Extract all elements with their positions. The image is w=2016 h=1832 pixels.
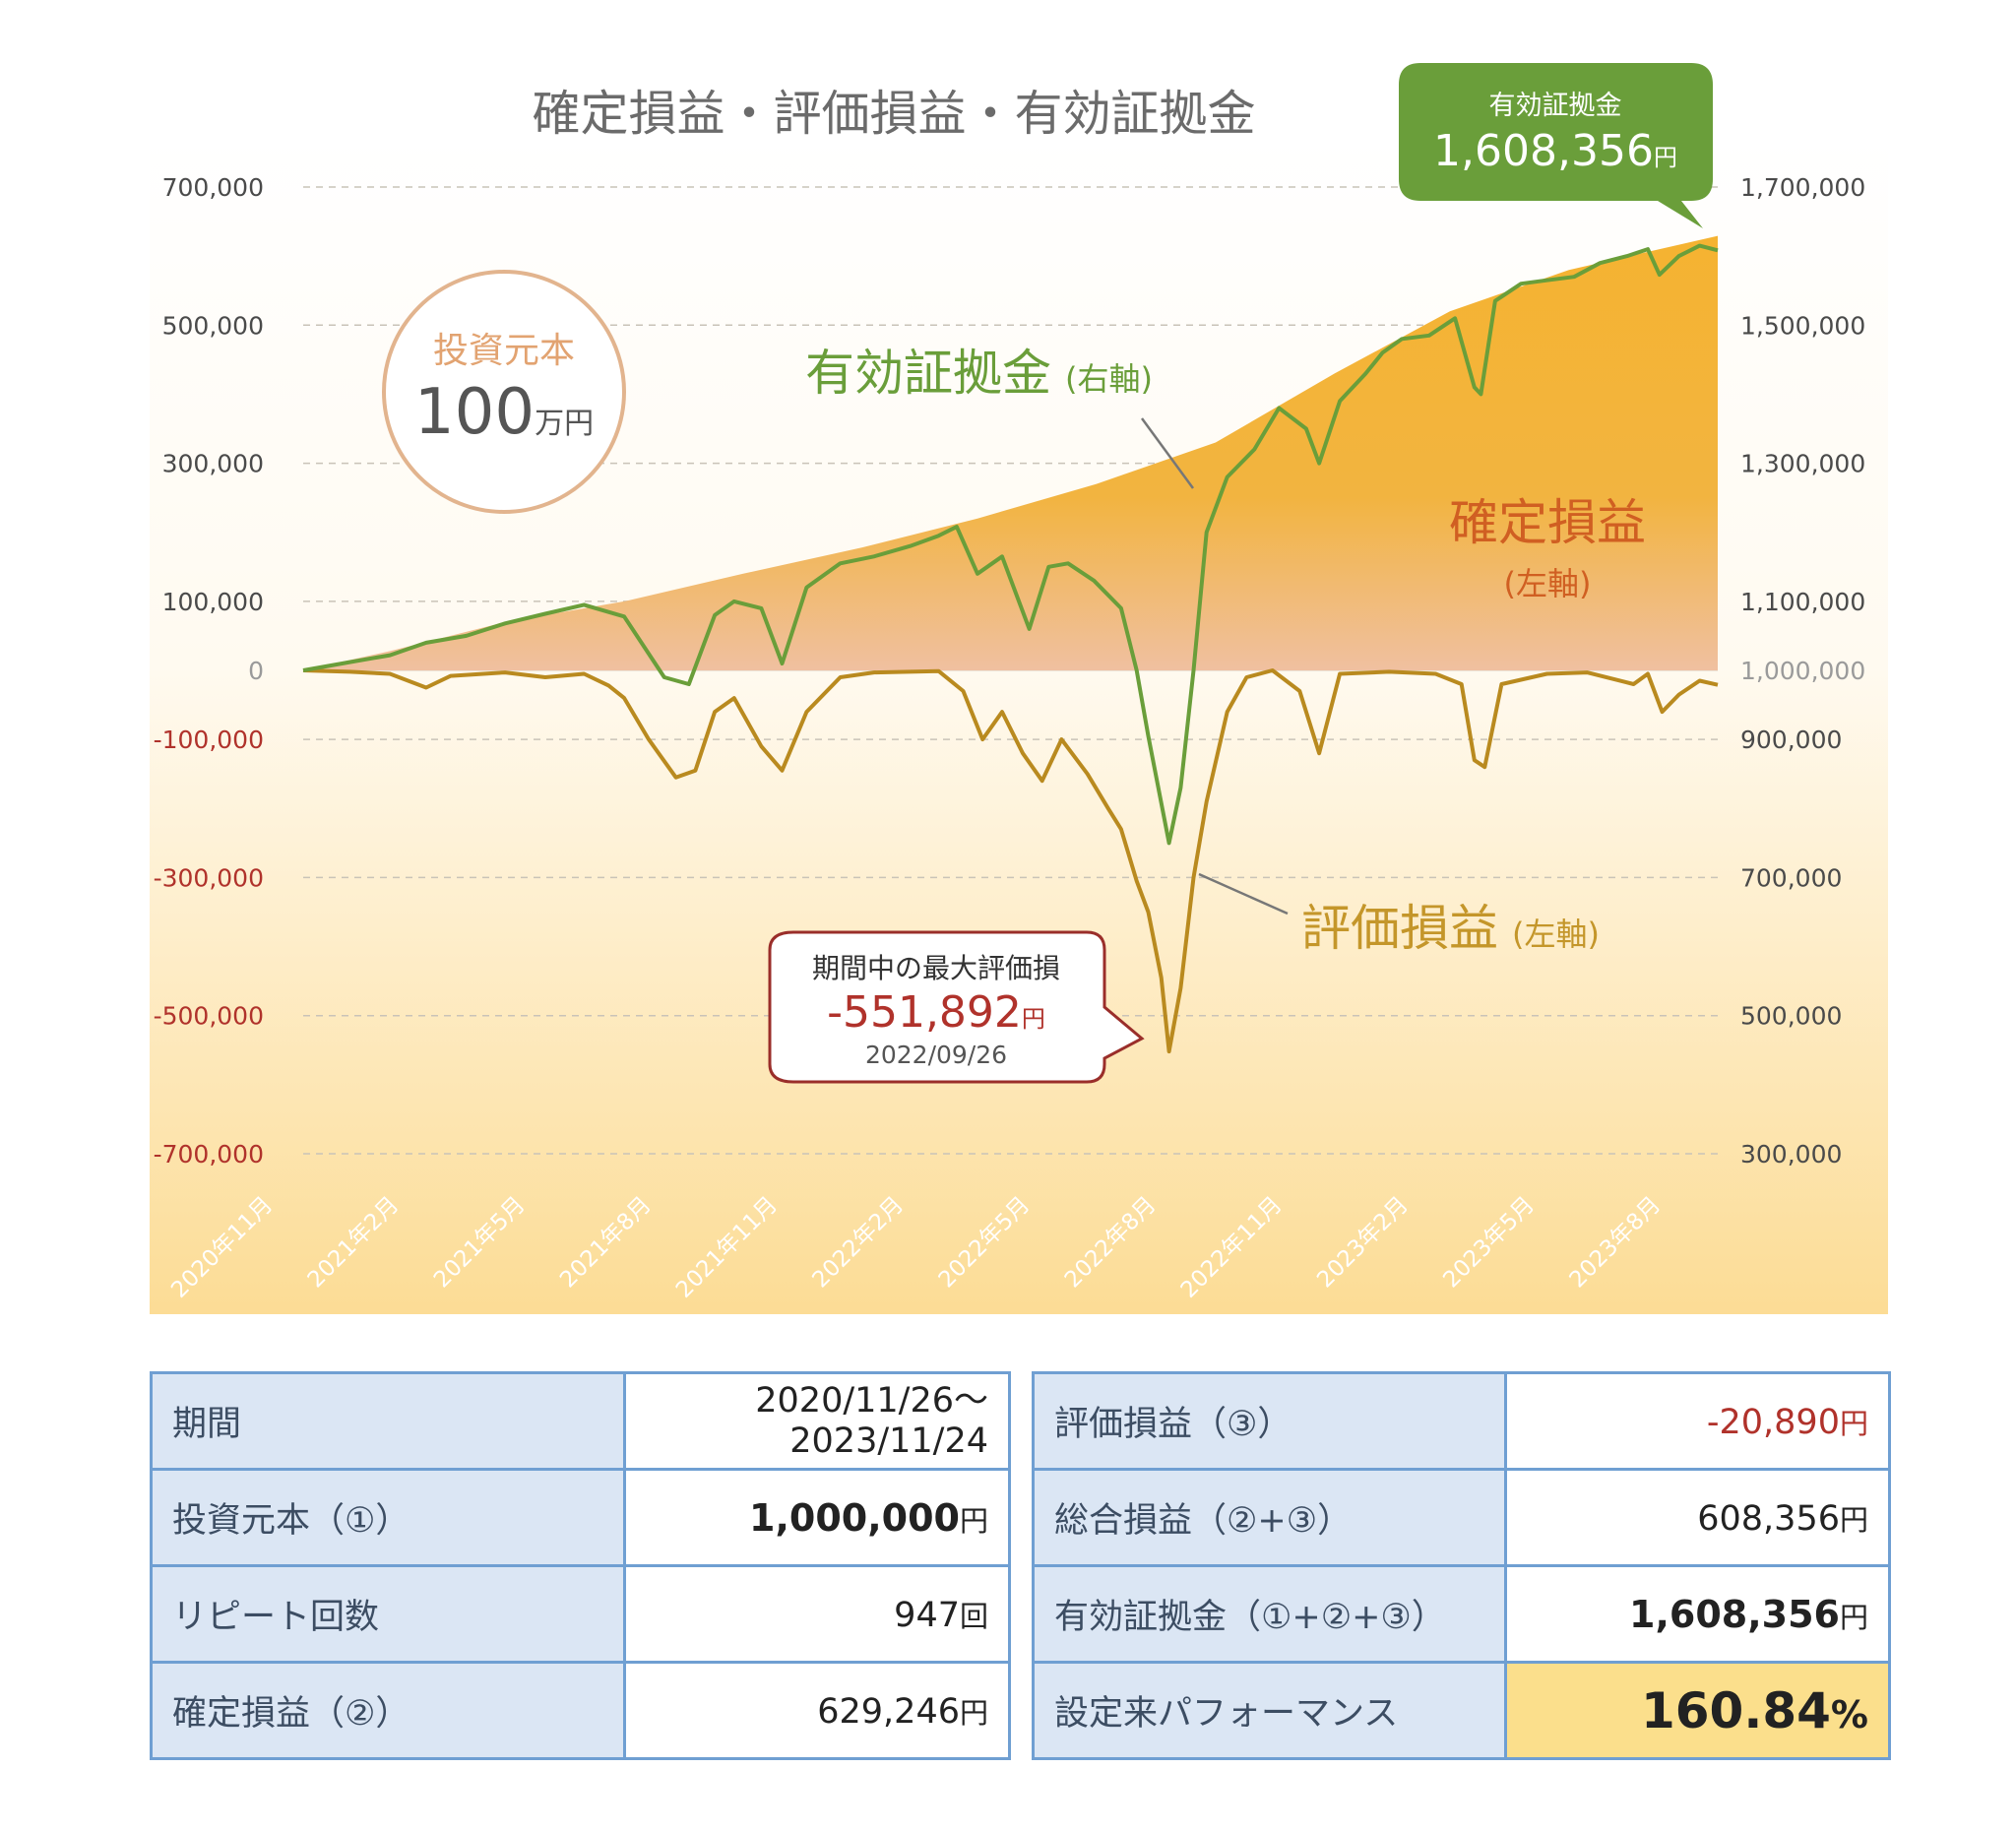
realized-pl-label: 確定損益（②）	[150, 1661, 626, 1760]
chart-container: 700,000 500,000 300,000 100,000 0 -100,000 -30…	[150, 63, 1888, 1314]
principal-unit: 円	[959, 1503, 988, 1538]
equity-unit: 円	[1839, 1600, 1868, 1634]
performance-value: 160.84%	[1504, 1661, 1891, 1760]
table-row: 投資元本（①） 1,000,000円	[150, 1468, 1011, 1567]
final-equity-callout	[1399, 63, 1713, 228]
unrealized-pl-unit: 円	[1839, 1406, 1868, 1440]
right-tick-label: 700,000	[1740, 863, 1842, 892]
realized-axis-note: (左軸)	[1504, 565, 1592, 602]
total-pl-amount: 608,356	[1697, 1498, 1840, 1539]
summary-table-left: 期間 2020/11/26〜 2023/11/24 投資元本（①） 1,000,0…	[150, 1371, 1011, 1760]
equity-series-label: 有効証拠金 (右軸)	[805, 345, 1153, 402]
total-pl-value: 608,356円	[1504, 1468, 1891, 1567]
table-row: 評価損益（③） -20,890円	[1032, 1371, 1891, 1471]
left-tick-label: 0	[248, 657, 264, 685]
equity-amount: 1,608,356	[1629, 1592, 1840, 1636]
realized-pl-area	[303, 235, 1718, 670]
equity-value: 1,608,356円	[1504, 1564, 1891, 1664]
principal-amount: 1,000,000	[749, 1495, 960, 1540]
right-tick-label: 1,100,000	[1740, 588, 1865, 616]
unrealized-series-label: 評価損益 (左軸)	[1301, 900, 1600, 957]
right-tick-label: 1,300,000	[1740, 450, 1865, 478]
table-row: 総合損益（②+③） 608,356円	[1032, 1468, 1891, 1567]
right-tick-label: 500,000	[1740, 1002, 1842, 1031]
principal-label: 投資元本	[433, 331, 575, 371]
max-drawdown-date: 2022/09/26	[865, 1041, 1007, 1069]
period-label: 期間	[150, 1371, 626, 1471]
right-tick-label: 1,700,000	[1740, 173, 1865, 202]
realized-pl-unit: 円	[959, 1695, 988, 1730]
table-row: 有効証拠金（①+②+③） 1,608,356円	[1032, 1564, 1891, 1664]
period-value: 2020/11/26〜 2023/11/24	[623, 1371, 1011, 1471]
chart-title: 確定損益・評価損益・有効証拠金	[532, 86, 1255, 142]
repeat-count-value: 947回	[623, 1564, 1011, 1664]
left-tick-label: -700,000	[154, 1140, 264, 1169]
unrealized-pl-label: 評価損益（③）	[1032, 1371, 1507, 1471]
right-tick-label: 300,000	[1740, 1140, 1842, 1169]
performance-amount: 160.84	[1640, 1681, 1831, 1739]
principal-label: 投資元本（①）	[150, 1468, 626, 1567]
performance-label: 設定来パフォーマンス	[1032, 1661, 1507, 1760]
unrealized-pl-amount: -20,890	[1706, 1402, 1840, 1442]
repeat-count-label: リピート回数	[150, 1564, 626, 1664]
realized-series-label: 確定損益	[1449, 494, 1646, 551]
right-tick-label: 1,000,000	[1740, 657, 1865, 685]
unrealized-leader-line	[1198, 872, 1289, 916]
summary-table-right: 評価損益（③） -20,890円 総合損益（②+③） 608,356円 有効証拠…	[1032, 1371, 1891, 1760]
realized-pl-value: 629,246円	[623, 1661, 1011, 1760]
unrealized-pl-line	[302, 668, 1719, 1054]
period-start: 2020/11/26〜	[755, 1381, 988, 1421]
left-tick-label: 300,000	[162, 450, 264, 478]
max-drawdown-title: 期間中の最大評価損	[812, 952, 1060, 984]
right-tick-label: 1,500,000	[1740, 311, 1865, 340]
equity-label: 有効証拠金（①+②+③）	[1032, 1564, 1507, 1664]
principal-circle	[382, 270, 626, 514]
table-row: 設定来パフォーマンス 160.84%	[1032, 1661, 1891, 1760]
total-pl-unit: 円	[1839, 1502, 1868, 1537]
combined-pl-chart: 700,000 500,000 300,000 100,000 0 -100,000 -30…	[150, 63, 1888, 1314]
left-tick-label: -500,000	[154, 1002, 264, 1031]
final-equity-title: 有効証拠金	[1489, 91, 1622, 121]
max-drawdown-value: -551,892円	[827, 987, 1045, 1038]
equity-leader-line	[1140, 417, 1195, 489]
table-row: リピート回数 947回	[150, 1564, 1011, 1664]
left-tick-label: 100,000	[162, 588, 264, 616]
equity-line	[302, 243, 1719, 846]
left-tick-label: 500,000	[162, 311, 264, 340]
table-row: 期間 2020/11/26〜 2023/11/24	[150, 1371, 1011, 1471]
unrealized-pl-value: -20,890円	[1504, 1371, 1891, 1471]
table-row: 確定損益（②） 629,246円	[150, 1661, 1011, 1760]
right-tick-label: 900,000	[1740, 726, 1842, 754]
max-drawdown-callout	[768, 930, 1145, 1084]
repeat-unit: 回	[959, 1599, 988, 1633]
principal-value: 1,000,000円	[623, 1468, 1011, 1567]
realized-pl-amount: 629,246	[817, 1691, 960, 1732]
left-tick-label: -100,000	[154, 726, 264, 754]
principal-value: 100万円	[414, 376, 594, 449]
left-tick-label: -300,000	[154, 863, 264, 892]
repeat-count: 947	[894, 1595, 960, 1635]
left-tick-label: 700,000	[162, 173, 264, 202]
performance-unit: %	[1830, 1692, 1868, 1737]
period-end: 2023/11/24	[789, 1421, 988, 1461]
total-pl-label: 総合損益（②+③）	[1032, 1468, 1507, 1567]
final-equity-value: 1,608,356円	[1433, 126, 1677, 176]
